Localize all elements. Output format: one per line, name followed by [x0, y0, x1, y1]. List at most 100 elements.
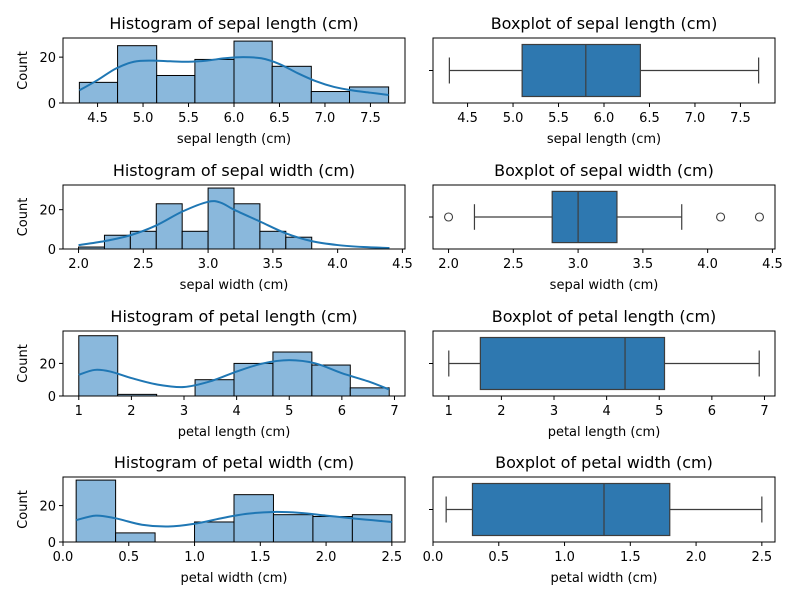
kde-line — [78, 200, 390, 250]
histogram-bar — [259, 230, 287, 250]
histogram-bar — [233, 494, 274, 543]
x-tick-label: 6 — [708, 404, 716, 419]
x-tick-label: 5.5 — [548, 111, 569, 126]
x-tick-label: 1.5 — [250, 550, 271, 565]
histogram-panel: Histogram of petal width (cm) 0.0 0.5 1.0 1.… — [16, 453, 406, 586]
outlier-point — [443, 212, 454, 222]
axes-frame — [62, 476, 406, 543]
y-axis-label: Count — [16, 344, 31, 383]
x-axis-label: sepal length (cm) — [177, 132, 291, 147]
chart-title: Boxplot of sepal length (cm) — [491, 14, 718, 33]
x-tick-label: 2.5 — [382, 550, 403, 565]
x-tick-label: 1 — [75, 404, 83, 419]
histogram-bar — [194, 379, 235, 397]
x-tick-label: 0.0 — [53, 550, 74, 565]
x-tick-label: 2.0 — [686, 550, 707, 565]
histogram-bar — [312, 516, 353, 543]
x-axis-label: petal width (cm) — [181, 571, 288, 586]
kde-line — [78, 359, 390, 391]
outlier-point — [754, 212, 765, 222]
x-tick-label: 2.5 — [133, 257, 154, 272]
histogram-bar — [349, 387, 390, 397]
outlier-point — [716, 212, 726, 222]
x-tick-label: 7.0 — [315, 111, 336, 126]
x-axis-label: petal length (cm) — [178, 425, 291, 440]
x-tick-label: 4 — [232, 404, 240, 419]
x-tick-label: 5 — [285, 404, 293, 419]
y-tick-label: 20 — [39, 204, 56, 219]
axes-frame — [432, 184, 776, 250]
x-axis-label: sepal width (cm) — [550, 278, 659, 293]
histogram-bar — [272, 351, 313, 397]
boxplot-panel: Boxplot of sepal width (cm) 2.0 2.5 3.0 3.5 4… — [429, 161, 783, 293]
x-tick-label: 7.5 — [730, 111, 751, 126]
x-tick-label: 4.0 — [327, 257, 348, 272]
chart-title: Boxplot of petal length (cm) — [492, 307, 717, 326]
y-axis-label: Count — [16, 490, 31, 529]
x-axis-label: petal length (cm) — [548, 425, 661, 440]
x-tick-label: 0.5 — [118, 550, 139, 565]
x-tick-label: 1 — [445, 404, 453, 419]
x-tick-label: 3.0 — [198, 257, 219, 272]
histogram-panel: Histogram of sepal width (cm) 2.0 2.5 3.0 3.… — [16, 161, 413, 293]
x-tick-label: 2.0 — [438, 257, 459, 272]
x-tick-label: 6 — [338, 404, 346, 419]
chart-title: Boxplot of petal width (cm) — [495, 453, 713, 472]
histogram-bar — [207, 187, 235, 250]
x-tick-label: 5.5 — [178, 111, 199, 126]
chart-title: Histogram of sepal length (cm) — [109, 14, 358, 33]
y-tick-label: 20 — [39, 357, 56, 372]
histogram-bar — [233, 362, 274, 397]
box — [521, 43, 641, 98]
x-tick-label: 2 — [497, 404, 505, 419]
histogram-bar — [311, 364, 351, 397]
histogram-bar — [75, 479, 117, 543]
chart-title: Boxplot of sepal width (cm) — [494, 161, 714, 180]
box — [479, 336, 666, 391]
x-tick-label: 0.0 — [423, 550, 444, 565]
histogram-panel: Histogram of sepal length (cm) 4.5 5.0 5.5 6… — [16, 14, 406, 147]
x-tick-label: 5.0 — [503, 111, 524, 126]
axes-frame — [62, 330, 406, 397]
x-axis-label: petal width (cm) — [551, 571, 658, 586]
boxplot-panel: Boxplot of petal length (cm) 1 2 3 4 5 6 7 petal… — [429, 307, 776, 440]
y-tick-label: 20 — [39, 51, 56, 66]
axes-frame — [432, 476, 776, 543]
y-tick-label: 0 — [48, 97, 56, 112]
x-tick-label: 2 — [127, 404, 135, 419]
chart-title: Histogram of petal length (cm) — [110, 307, 357, 326]
chart-title: Histogram of sepal width (cm) — [113, 161, 355, 180]
histogram-bar — [272, 514, 314, 543]
x-tick-label: 4.5 — [457, 111, 478, 126]
x-tick-label: 6.5 — [639, 111, 660, 126]
y-axis-label: Count — [16, 51, 31, 90]
x-tick-label: 1.5 — [620, 550, 641, 565]
y-tick-label: 20 — [39, 500, 56, 515]
x-tick-label: 6.0 — [224, 111, 245, 126]
box — [471, 482, 671, 537]
x-tick-label: 7.5 — [360, 111, 381, 126]
x-tick-label: 4.0 — [697, 257, 718, 272]
y-axis-label: Count — [16, 198, 31, 237]
x-axis-label: sepal length (cm) — [547, 132, 661, 147]
boxplot-panel: Boxplot of petal width (cm) 0.0 0.5 1.0 1.5 2… — [423, 453, 776, 586]
histogram-bar — [233, 40, 273, 104]
x-tick-label: 7 — [760, 404, 768, 419]
y-tick-label: 0 — [48, 243, 56, 258]
boxplot-panel: Boxplot of sepal length (cm) 4.5 5.0 5.5 6.0… — [429, 14, 776, 147]
histogram-panel: Histogram of petal length (cm) 1 2 3 4 5 6 7 pet… — [16, 307, 406, 440]
x-tick-label: 5 — [655, 404, 663, 419]
histogram-bar — [285, 236, 313, 250]
x-tick-label: 7.0 — [685, 111, 706, 126]
x-tick-label: 7 — [390, 404, 398, 419]
box — [551, 190, 618, 244]
axes-frame — [432, 330, 776, 397]
axes-frame — [62, 184, 406, 250]
histogram-bar — [310, 91, 351, 104]
x-tick-label: 1.0 — [554, 550, 575, 565]
histogram-bar — [194, 521, 235, 543]
chart-title: Histogram of petal width (cm) — [114, 453, 354, 472]
axes-frame — [432, 37, 776, 104]
x-tick-label: 3 — [180, 404, 188, 419]
